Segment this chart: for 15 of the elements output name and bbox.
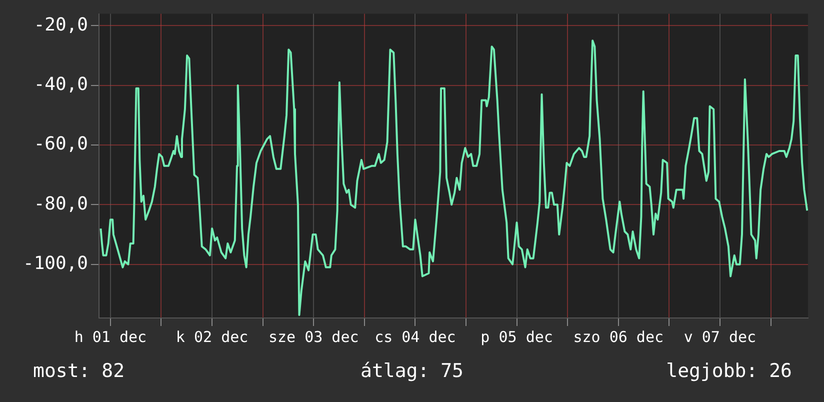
x-tick-label: cs 04 dec bbox=[374, 328, 456, 346]
text: legjobb: 26 bbox=[666, 360, 792, 382]
text: átlag: 75 bbox=[360, 360, 464, 382]
x-tick-label: k 02 dec bbox=[176, 328, 248, 346]
text: most: 82 bbox=[33, 360, 125, 382]
y-tick-label: -80,0 bbox=[34, 193, 88, 214]
y-tick-label: -40,0 bbox=[34, 74, 88, 96]
x-tick-label: v 07 dec bbox=[684, 328, 756, 346]
x-tick-label: sze 03 dec bbox=[268, 328, 359, 346]
x-tick-label: szo 06 dec bbox=[573, 328, 664, 346]
x-tick-label: p 05 dec bbox=[480, 328, 553, 346]
y-tick-label: -60,0 bbox=[34, 134, 88, 155]
y-tick-label: -20,0 bbox=[34, 14, 88, 36]
y-tick-label: -100,0 bbox=[22, 252, 88, 274]
x-tick-label: h 01 dec bbox=[74, 328, 147, 346]
